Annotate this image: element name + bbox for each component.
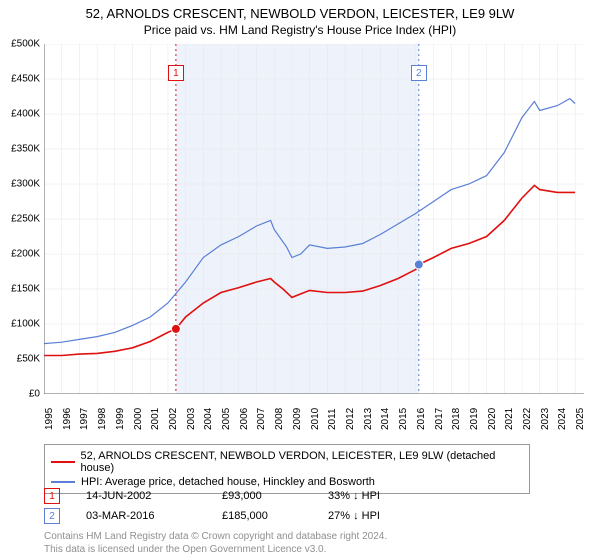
- transaction-price: £93,000: [222, 490, 302, 502]
- x-tick-label: 2020: [487, 408, 498, 430]
- x-tick-label: 2002: [168, 408, 179, 430]
- x-axis-ticks: 1995 1996 1997 1998 1999 2000 2001 2002 2003 2004…: [44, 398, 584, 444]
- x-tick-label: 2025: [575, 408, 586, 430]
- x-tick-label: 2007: [256, 408, 267, 430]
- x-tick-label: 2012: [345, 408, 356, 430]
- x-tick-label: 1996: [62, 408, 73, 430]
- transaction-delta: 27% ↓ HPI: [328, 510, 380, 522]
- attribution-line: This data is licensed under the Open Gov…: [44, 544, 584, 557]
- x-tick-label: 2023: [540, 408, 551, 430]
- x-tick-label: 2015: [398, 408, 409, 430]
- attribution-line: Contains HM Land Registry data © Crown c…: [44, 531, 584, 544]
- x-tick-label: 2017: [434, 408, 445, 430]
- x-tick-label: 1997: [79, 408, 90, 430]
- transaction-price: £185,000: [222, 510, 302, 522]
- x-tick-label: 2019: [469, 408, 480, 430]
- transaction-date: 14-JUN-2002: [86, 490, 196, 502]
- x-tick-label: 2014: [380, 408, 391, 430]
- x-tick-label: 2022: [522, 408, 533, 430]
- transaction-delta: 33% ↓ HPI: [328, 490, 380, 502]
- x-tick-label: 2001: [150, 408, 161, 430]
- x-tick-label: 2016: [416, 408, 427, 430]
- y-tick-label: £350K: [11, 144, 40, 155]
- x-tick-label: 2021: [504, 408, 515, 430]
- y-axis-ticks: £0£50K£100K£150K£200K£250K£300K£350K£400…: [0, 44, 42, 394]
- x-tick-label: 2011: [327, 408, 338, 430]
- x-tick-label: 2009: [292, 408, 303, 430]
- y-tick-label: £100K: [11, 319, 40, 330]
- chart-marker-badge: 1: [168, 65, 184, 81]
- page-subtitle: Price paid vs. HM Land Registry's House …: [0, 21, 600, 41]
- y-tick-label: £50K: [17, 354, 40, 365]
- y-tick-label: £250K: [11, 214, 40, 225]
- legend-swatch: [51, 481, 75, 483]
- transaction-badge: 1: [44, 488, 60, 504]
- x-tick-label: 1999: [115, 408, 126, 430]
- x-tick-label: 2018: [451, 408, 462, 430]
- x-tick-label: 2024: [557, 408, 568, 430]
- legend-label: 52, ARNOLDS CRESCENT, NEWBOLD VERDON, LE…: [81, 450, 523, 474]
- y-tick-label: £450K: [11, 74, 40, 85]
- chart-figure: 52, ARNOLDS CRESCENT, NEWBOLD VERDON, LE…: [0, 0, 600, 560]
- chart-marker-badge: 2: [411, 65, 427, 81]
- x-tick-label: 1998: [97, 408, 108, 430]
- chart-area: 12: [44, 44, 584, 394]
- y-tick-label: £200K: [11, 249, 40, 260]
- attribution: Contains HM Land Registry data © Crown c…: [44, 531, 584, 556]
- page-title: 52, ARNOLDS CRESCENT, NEWBOLD VERDON, LE…: [0, 0, 600, 21]
- x-tick-label: 2010: [310, 408, 321, 430]
- line-chart: [44, 44, 584, 394]
- x-tick-label: 2003: [186, 408, 197, 430]
- y-tick-label: £150K: [11, 284, 40, 295]
- y-tick-label: £400K: [11, 109, 40, 120]
- x-tick-label: 2008: [274, 408, 285, 430]
- x-tick-label: 1995: [44, 408, 55, 430]
- x-tick-label: 2000: [133, 408, 144, 430]
- x-tick-label: 2004: [203, 408, 214, 430]
- y-tick-label: £0: [29, 389, 40, 400]
- transaction-date: 03-MAR-2016: [86, 510, 196, 522]
- x-tick-label: 2006: [239, 408, 250, 430]
- transaction-row: 2 03-MAR-2016 £185,000 27% ↓ HPI: [44, 506, 584, 526]
- y-tick-label: £300K: [11, 179, 40, 190]
- x-tick-label: 2005: [221, 408, 232, 430]
- transaction-row: 1 14-JUN-2002 £93,000 33% ↓ HPI: [44, 486, 584, 506]
- y-tick-label: £500K: [11, 39, 40, 50]
- x-tick-label: 2013: [363, 408, 374, 430]
- legend-item: 52, ARNOLDS CRESCENT, NEWBOLD VERDON, LE…: [51, 449, 523, 475]
- transaction-badge: 2: [44, 508, 60, 524]
- transactions-table: 1 14-JUN-2002 £93,000 33% ↓ HPI 2 03-MAR-2016…: [44, 486, 584, 526]
- legend-swatch: [51, 461, 75, 463]
